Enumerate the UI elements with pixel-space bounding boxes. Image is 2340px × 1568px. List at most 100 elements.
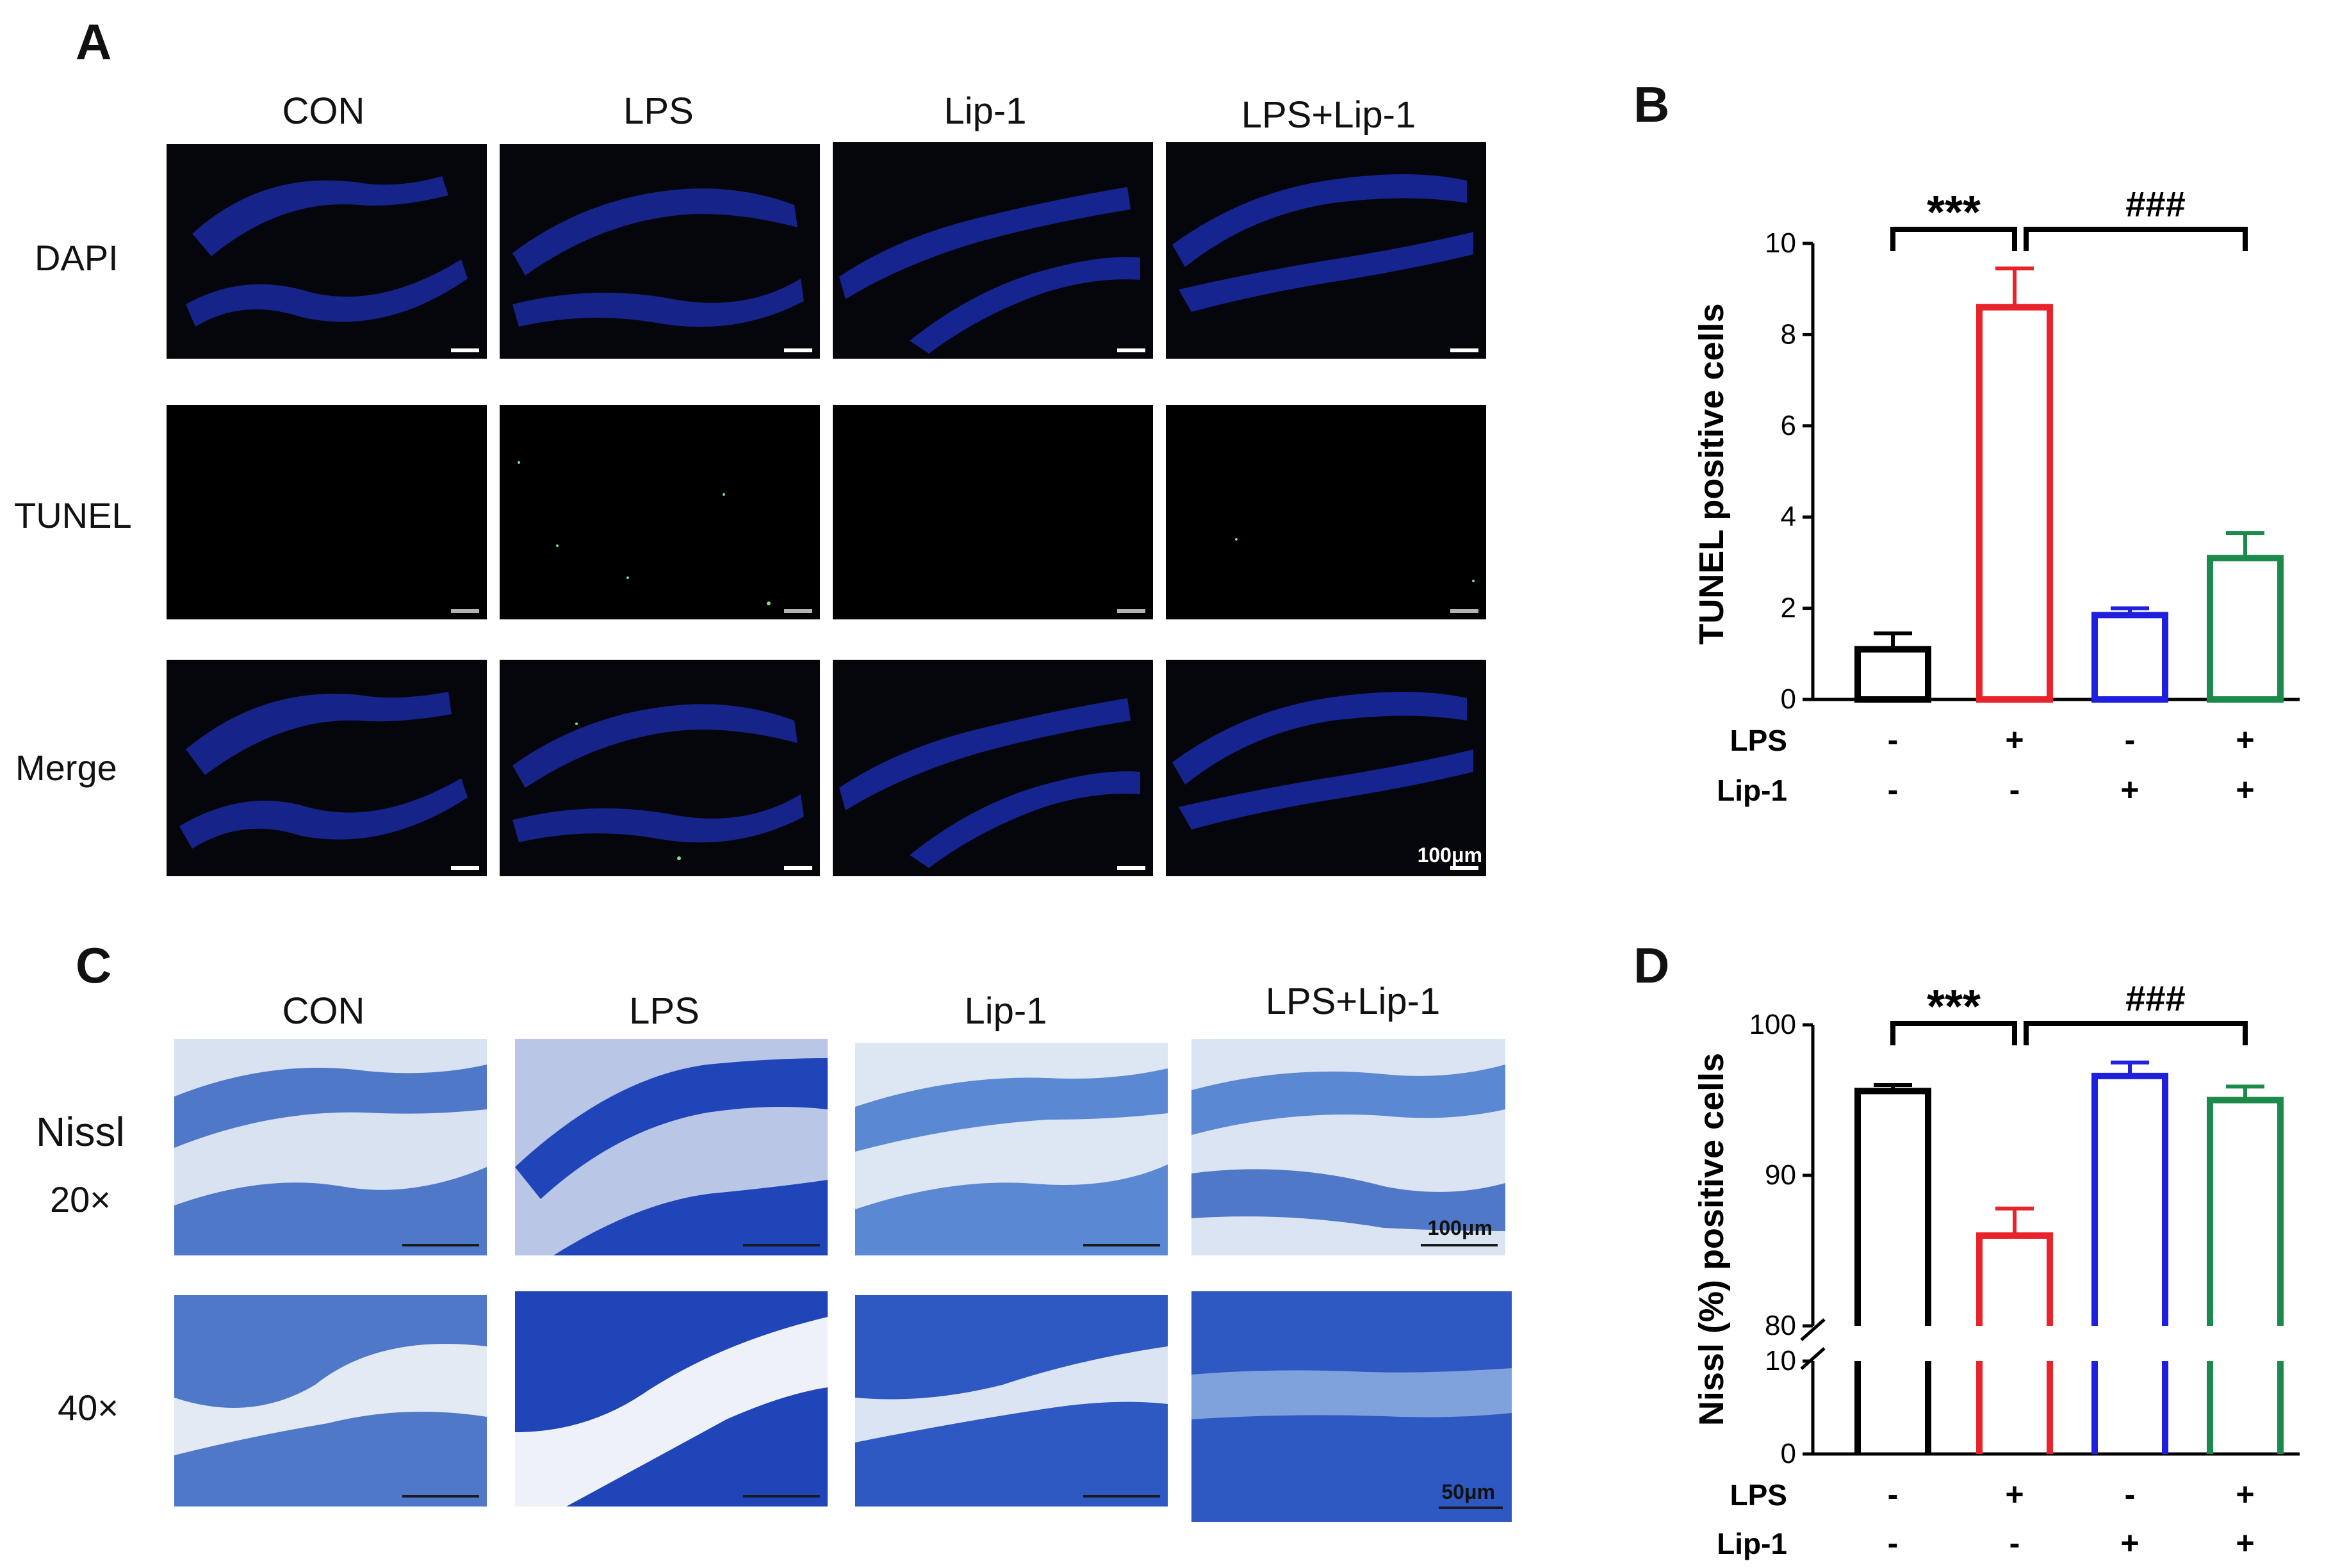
y-tick-label: 2 bbox=[1781, 592, 1796, 624]
panel-a-letter: A bbox=[76, 13, 112, 70]
chart-d-nissl: 0 10 80 90 100 Nissl (%) positive cells LPS - + -… bbox=[1692, 978, 2300, 1561]
scalebar bbox=[1117, 866, 1145, 870]
image-nissl-40x-con bbox=[174, 1295, 487, 1507]
scale-label-100um: 100μm bbox=[1427, 1216, 1493, 1239]
y-tick-label: 90 bbox=[1765, 1159, 1796, 1191]
chart-b-tunel: 0 2 4 6 8 10 TUNEL positive cells LPS - + - + Lip-1 -… bbox=[1692, 184, 2300, 808]
bar bbox=[2207, 1097, 2284, 1326]
scalebar bbox=[1450, 609, 1478, 613]
image-nissl-20x-con bbox=[174, 1039, 487, 1255]
treatment-label: Lip-1 bbox=[1717, 1527, 1787, 1560]
scalebar bbox=[1117, 348, 1145, 352]
treatment-sign: - bbox=[1888, 772, 1899, 808]
bar bbox=[2091, 1072, 2168, 1326]
scalebar bbox=[451, 348, 479, 352]
image-tunel-lip1 bbox=[833, 405, 1153, 619]
y-tick-label: 100 bbox=[1749, 1009, 1796, 1040]
panel-a-col-con: CON bbox=[282, 90, 365, 132]
image-dapi-lps-lip1 bbox=[1166, 142, 1486, 359]
scalebar bbox=[1083, 1244, 1160, 1246]
y-tick-label: 80 bbox=[1765, 1310, 1796, 1341]
scalebar bbox=[1439, 1507, 1503, 1509]
panel-c-row-20x: 20× bbox=[50, 1179, 111, 1220]
image-nissl-20x-lps bbox=[515, 1039, 828, 1255]
treatment-label: LPS bbox=[1730, 1478, 1787, 1512]
scalebar bbox=[743, 1244, 820, 1246]
treatment-sign: + bbox=[2236, 772, 2254, 808]
image-tunel-lps bbox=[500, 405, 820, 619]
image-tunel-lps-lip1 bbox=[1166, 405, 1486, 619]
treatment-sign: + bbox=[2005, 722, 2024, 758]
scalebar bbox=[784, 348, 812, 352]
axis-break-mark bbox=[1800, 1318, 1826, 1341]
image-dapi-lps bbox=[500, 144, 820, 359]
image-merge-lps bbox=[500, 660, 820, 876]
significance-label: ### bbox=[2125, 184, 2185, 224]
scalebar bbox=[402, 1244, 479, 1246]
scalebar bbox=[1450, 348, 1478, 352]
treatment-sign: + bbox=[2120, 772, 2139, 808]
panel-c-letter: C bbox=[76, 937, 112, 993]
y-axis-label: Nissl (%) positive cells bbox=[1692, 1053, 1731, 1426]
y-tick-label: 4 bbox=[1781, 501, 1796, 532]
bar bbox=[1854, 1088, 1931, 1326]
bar bbox=[2207, 555, 2284, 703]
panel-c-col-lip1: Lip-1 bbox=[964, 990, 1047, 1032]
bar bbox=[1976, 1232, 2053, 1326]
scalebar bbox=[784, 609, 812, 613]
y-tick-label: 0 bbox=[1781, 683, 1796, 715]
scalebar bbox=[451, 609, 479, 613]
image-nissl-20x-lip1 bbox=[855, 1043, 1168, 1255]
panel-d-letter: D bbox=[1633, 937, 1670, 993]
panel-a-row-dapi: DAPI bbox=[35, 238, 119, 278]
bar bbox=[1854, 646, 1931, 703]
treatment-sign: - bbox=[2009, 1525, 2020, 1561]
treatment-sign: + bbox=[2120, 1525, 2139, 1561]
significance-label: *** bbox=[1927, 187, 1981, 238]
y-axis-label: TUNEL positive cells bbox=[1692, 303, 1731, 644]
y-tick-label: 10 bbox=[1765, 1345, 1796, 1376]
treatment-label: LPS bbox=[1730, 724, 1787, 757]
image-nissl-20x-lps-lip1: 100μm bbox=[1191, 1039, 1505, 1255]
scalebar bbox=[1421, 1244, 1498, 1246]
panel-a-col-lip1: Lip-1 bbox=[944, 90, 1027, 132]
significance-bracket bbox=[2024, 227, 2248, 251]
scale-label-100um: 100μm bbox=[1417, 844, 1482, 867]
scalebar bbox=[1117, 609, 1145, 613]
treatment-label: Lip-1 bbox=[1717, 774, 1787, 807]
scalebar bbox=[451, 866, 479, 870]
significance-bracket bbox=[2024, 1021, 2248, 1045]
panel-c-row-title: Nissl bbox=[36, 1109, 125, 1155]
scalebar bbox=[1083, 1495, 1160, 1498]
treatment-sign: - bbox=[2125, 722, 2136, 758]
panel-a-row-merge: Merge bbox=[15, 747, 117, 788]
image-nissl-40x-lps-lip1: 50μm bbox=[1191, 1291, 1512, 1522]
treatment-sign: - bbox=[1888, 1476, 1899, 1512]
y-tick-label: 6 bbox=[1781, 410, 1796, 441]
treatment-sign: - bbox=[2125, 1476, 2136, 1512]
significance-bracket bbox=[1890, 227, 2017, 251]
image-dapi-con bbox=[167, 144, 487, 359]
treatment-sign: + bbox=[2236, 1525, 2254, 1561]
panel-c-col-lps-lip1: LPS+Lip-1 bbox=[1265, 981, 1441, 1022]
image-merge-con bbox=[167, 660, 487, 876]
image-tunel-con bbox=[167, 405, 487, 619]
treatment-sign: + bbox=[2236, 722, 2254, 758]
image-nissl-40x-lps bbox=[515, 1291, 828, 1507]
significance-label: *** bbox=[1927, 981, 1981, 1033]
scalebar bbox=[1450, 866, 1478, 870]
bar bbox=[1976, 304, 2053, 703]
treatment-sign: - bbox=[1888, 1525, 1899, 1561]
bar bbox=[2091, 612, 2168, 703]
panel-c-col-lps: LPS bbox=[629, 990, 700, 1032]
panel-a-col-lps-lip1: LPS+Lip-1 bbox=[1241, 94, 1416, 136]
y-tick-label: 0 bbox=[1781, 1438, 1796, 1469]
significance-bracket bbox=[1890, 1021, 2017, 1045]
panel-b-letter: B bbox=[1633, 76, 1670, 133]
image-merge-lps-lip1: 100μm bbox=[1166, 660, 1486, 876]
scalebar bbox=[784, 866, 812, 870]
treatment-sign: + bbox=[2236, 1476, 2254, 1512]
treatment-sign: - bbox=[1888, 722, 1899, 758]
panel-a-row-tunel: TUNEL bbox=[14, 495, 132, 535]
panel-c-col-con: CON bbox=[282, 990, 365, 1032]
